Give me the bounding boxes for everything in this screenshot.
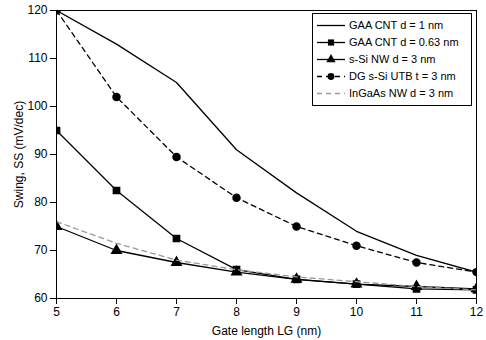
svg-text:GAA CNT d = 0.63 nm: GAA CNT d = 0.63 nm xyxy=(349,36,459,48)
svg-text:DG s-Si UTB t = 3 nm: DG s-Si UTB t = 3 nm xyxy=(349,70,456,82)
svg-text:5: 5 xyxy=(53,305,60,319)
svg-text:100: 100 xyxy=(27,99,47,113)
svg-text:GAA CNT d = 1 nm: GAA CNT d = 1 nm xyxy=(349,19,443,31)
svg-text:8: 8 xyxy=(233,305,240,319)
svg-text:9: 9 xyxy=(293,305,300,319)
svg-text:Gate length LG (nm): Gate length LG (nm) xyxy=(212,324,321,338)
svg-text:70: 70 xyxy=(34,243,48,257)
svg-text:6: 6 xyxy=(113,305,120,319)
svg-text:80: 80 xyxy=(34,195,48,209)
svg-text:10: 10 xyxy=(350,305,364,319)
svg-text:11: 11 xyxy=(410,305,423,319)
svg-text:110: 110 xyxy=(28,51,47,65)
svg-text:InGaAs NW d = 3 nm: InGaAs NW d = 3 nm xyxy=(349,87,453,99)
svg-text:90: 90 xyxy=(34,147,48,161)
svg-text:7: 7 xyxy=(173,305,180,319)
svg-text:12: 12 xyxy=(470,305,484,319)
svg-text:120: 120 xyxy=(27,3,47,17)
svg-text:Swing, SS (mV/dec): Swing, SS (mV/dec) xyxy=(12,101,26,208)
svg-text:s-Si NW d = 3 nm: s-Si NW d = 3 nm xyxy=(349,53,436,65)
svg-text:60: 60 xyxy=(34,291,48,305)
